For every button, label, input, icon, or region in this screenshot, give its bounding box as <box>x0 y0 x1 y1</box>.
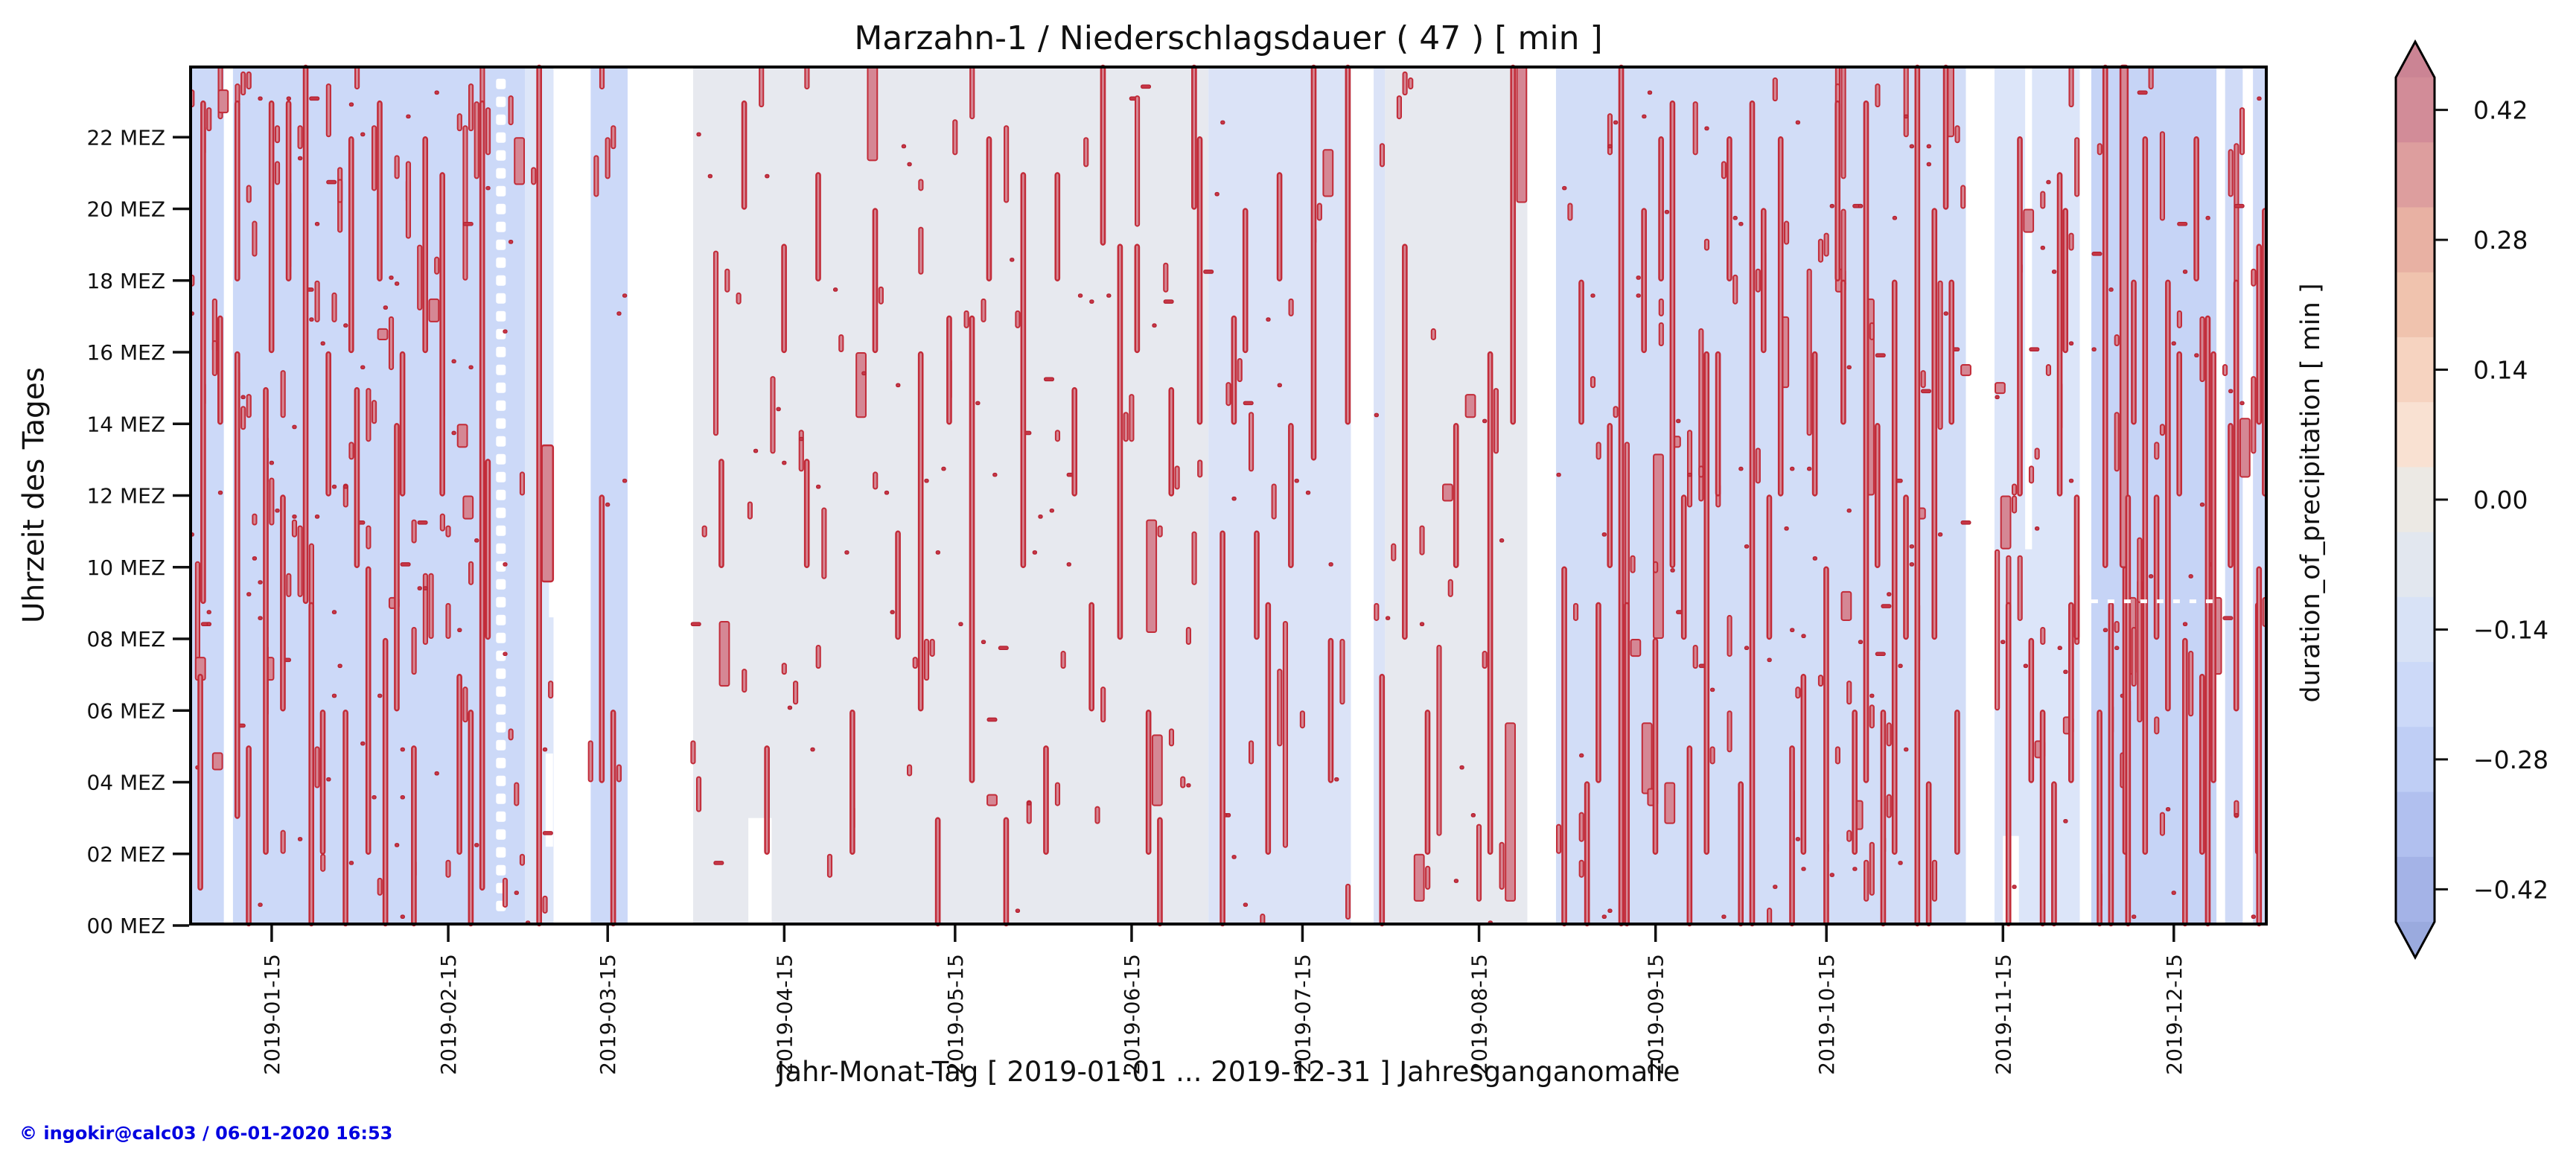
x-tick-label: 2019-07-15 <box>1290 954 1315 1075</box>
y-tick-label: 08 MEZ <box>86 627 165 652</box>
y-tick-label: 12 MEZ <box>86 484 165 509</box>
y-tick-label: 22 MEZ <box>86 125 165 150</box>
x-tick-label: 2019-12-15 <box>2162 954 2187 1075</box>
colorbar-tick-label: 0.14 <box>2473 356 2528 385</box>
colorbar-tick-label: 0.28 <box>2473 226 2528 255</box>
y-tick-label: 04 MEZ <box>86 771 165 795</box>
x-tick-label: 2019-03-15 <box>596 954 620 1075</box>
colorbar-tick-label: 0.42 <box>2473 96 2528 125</box>
x-axis-ticks: 2019-01-15 2019-02-15 2019-03-15 2019-04-15… <box>260 926 2187 1075</box>
colorbar: 0.42 0.28 0.14 0.00 −0.14 −0.28 −0.42 <box>2394 39 2548 961</box>
x-tick-label: 2019-08-15 <box>1467 954 1492 1075</box>
missing-data-gaps <box>223 66 2254 926</box>
x-tick-label: 2019-04-15 <box>772 954 797 1075</box>
plot-spine <box>189 66 2268 926</box>
y-tick-label: 00 MEZ <box>86 914 165 938</box>
colorbar-tick-label: 0.00 <box>2473 485 2528 515</box>
y-tick-label: 06 MEZ <box>86 698 165 723</box>
colorbar-label: duration_of_precipitation [ min ] <box>2296 283 2326 703</box>
y-tick-label: 20 MEZ <box>86 197 165 222</box>
y-tick-label: 02 MEZ <box>86 842 165 867</box>
dotted-gap-row <box>2091 599 2213 604</box>
x-tick-label: 2019-01-15 <box>260 954 284 1075</box>
y-tick-label: 16 MEZ <box>86 340 165 365</box>
colorbar-tick-label: −0.28 <box>2473 745 2548 774</box>
colorbar-tick-label: −0.14 <box>2473 615 2548 644</box>
y-axis-ticks: 00 MEZ 02 MEZ 04 MEZ 06 MEZ 08 MEZ 10 MEZ 12 M… <box>86 125 189 938</box>
colorbar-tick-label: −0.42 <box>2473 875 2548 904</box>
y-axis-label: Uhrzeit des Tages <box>17 366 51 624</box>
major-precip-events <box>197 64 2268 927</box>
x-tick-label: 2019-02-15 <box>436 954 461 1075</box>
dotted-gap-column <box>496 78 506 911</box>
y-tick-label: 10 MEZ <box>86 555 165 580</box>
x-tick-label: 2019-05-15 <box>943 954 968 1075</box>
chart-title: Marzahn-1 / Niederschlagsdauer ( 47 ) [ … <box>854 19 1603 57</box>
x-axis-label: Jahr-Monat-Tag [ 2019-01-01 ... 2019-12-… <box>777 1056 1680 1088</box>
x-tick-label: 2019-11-15 <box>1991 954 2015 1075</box>
y-tick-label: 18 MEZ <box>86 269 165 293</box>
x-tick-label: 2019-10-15 <box>1814 954 1839 1075</box>
x-tick-label: 2019-06-15 <box>1120 954 1144 1075</box>
x-tick-label: 2019-09-15 <box>1644 954 1668 1075</box>
y-tick-label: 14 MEZ <box>86 412 165 436</box>
attribution-text: © ingokir@calc03 / 06-01-2020 16:53 <box>19 1123 393 1144</box>
background-anomaly-bands <box>189 66 2268 926</box>
